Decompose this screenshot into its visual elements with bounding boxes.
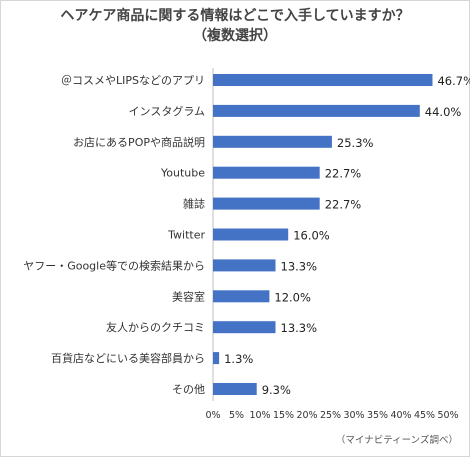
title-line-1: ヘアケア商品に関する情報はどこで入手していますか？ [60,8,410,24]
bar [213,166,320,179]
bar [213,290,270,303]
x-tick-label: 25% [320,410,341,421]
x-tick-label: 40% [390,410,411,421]
data-label: 44.0% [425,105,462,119]
chart-title: ヘアケア商品に関する情報はどこで入手していますか？ （複数選択） [0,6,470,46]
bar [213,383,257,395]
category-label: 雑誌 [183,197,205,211]
x-tick-label: 15% [273,410,294,421]
category-label: 友人からのクチコミ [106,320,205,334]
bar [213,197,320,210]
data-label: 46.7% [437,74,470,88]
category-label: お店にあるPOPや商品説明 [73,135,205,149]
x-tick-label: 20% [296,410,317,421]
bar [213,135,332,148]
category-label: 美容室 [172,289,205,303]
bar [213,228,289,241]
bar [213,321,276,334]
category-label: インスタグラム [129,104,205,118]
x-tick-label: 30% [343,410,364,421]
x-tick-label: 5% [229,410,244,421]
bar [213,74,433,86]
x-tick-label: 10% [249,410,270,421]
x-tick-label: 0% [205,410,220,421]
data-label: 22.7% [325,198,362,212]
category-label: ＠コスメやLIPSなどのアプリ [61,74,205,87]
category-label: Youtube [160,167,205,180]
bar [213,352,220,365]
data-label: 25.3% [337,136,374,150]
data-label: 13.3% [281,321,318,335]
x-tick-label: 50% [437,410,458,421]
bar [213,104,420,117]
data-label: 9.3% [262,383,291,397]
data-label: 22.7% [325,167,362,181]
category-label: その他 [172,383,205,396]
bar [213,259,276,272]
source-note: （マイナビティーンズ調べ） [335,435,458,446]
category-label: Twitter [167,229,205,242]
category-label: 百貨店などにいる美容部員から [51,351,205,365]
data-label: 16.0% [293,229,330,243]
x-tick-label: 35% [367,410,388,421]
title-line-2: （複数選択） [193,28,277,44]
data-label: 12.0% [274,290,311,304]
x-tick-label: 45% [414,410,435,421]
category-label: ヤフー・Google等での検索結果から [23,258,205,272]
data-label: 13.3% [281,259,318,273]
data-label: 1.3% [224,352,253,366]
